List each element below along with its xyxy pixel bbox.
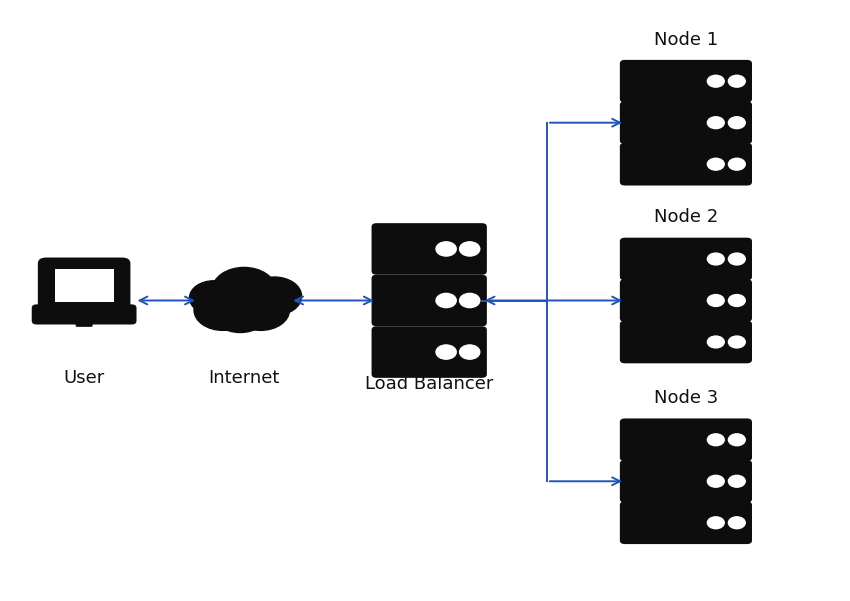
Circle shape <box>728 117 745 129</box>
FancyBboxPatch shape <box>371 223 487 275</box>
Circle shape <box>232 290 290 331</box>
FancyBboxPatch shape <box>620 102 752 144</box>
Text: Node 1: Node 1 <box>654 31 718 49</box>
Circle shape <box>707 336 724 348</box>
Circle shape <box>728 253 745 265</box>
Circle shape <box>707 253 724 265</box>
Circle shape <box>728 294 745 307</box>
FancyBboxPatch shape <box>31 304 137 325</box>
FancyBboxPatch shape <box>620 279 752 322</box>
Circle shape <box>707 517 724 529</box>
FancyBboxPatch shape <box>620 143 752 186</box>
Circle shape <box>460 242 479 256</box>
Circle shape <box>707 117 724 129</box>
FancyBboxPatch shape <box>620 460 752 502</box>
Text: Internet: Internet <box>208 368 280 386</box>
Circle shape <box>707 434 724 446</box>
Circle shape <box>460 345 479 359</box>
FancyBboxPatch shape <box>620 501 752 544</box>
Circle shape <box>436 242 456 256</box>
Circle shape <box>436 345 456 359</box>
Circle shape <box>212 267 276 313</box>
FancyBboxPatch shape <box>620 418 752 461</box>
Circle shape <box>247 277 302 316</box>
Circle shape <box>728 517 745 529</box>
FancyBboxPatch shape <box>620 237 752 280</box>
Circle shape <box>728 434 745 446</box>
FancyBboxPatch shape <box>76 319 93 327</box>
Circle shape <box>194 290 252 331</box>
FancyBboxPatch shape <box>371 326 487 378</box>
Circle shape <box>212 292 269 332</box>
Circle shape <box>707 75 724 87</box>
Circle shape <box>728 475 745 487</box>
FancyBboxPatch shape <box>620 321 752 364</box>
Circle shape <box>728 336 745 348</box>
FancyBboxPatch shape <box>620 60 752 103</box>
Circle shape <box>707 294 724 307</box>
Text: Node 2: Node 2 <box>654 209 718 227</box>
Text: Node 3: Node 3 <box>654 389 718 407</box>
Text: User: User <box>64 368 105 386</box>
Circle shape <box>728 75 745 87</box>
FancyBboxPatch shape <box>38 258 130 314</box>
Text: Load Balancer: Load Balancer <box>365 374 493 392</box>
Circle shape <box>707 475 724 487</box>
FancyBboxPatch shape <box>54 269 114 302</box>
Circle shape <box>728 158 745 170</box>
FancyBboxPatch shape <box>371 275 487 326</box>
Circle shape <box>436 293 456 308</box>
Circle shape <box>707 158 724 170</box>
Circle shape <box>190 281 238 315</box>
Circle shape <box>460 293 479 308</box>
